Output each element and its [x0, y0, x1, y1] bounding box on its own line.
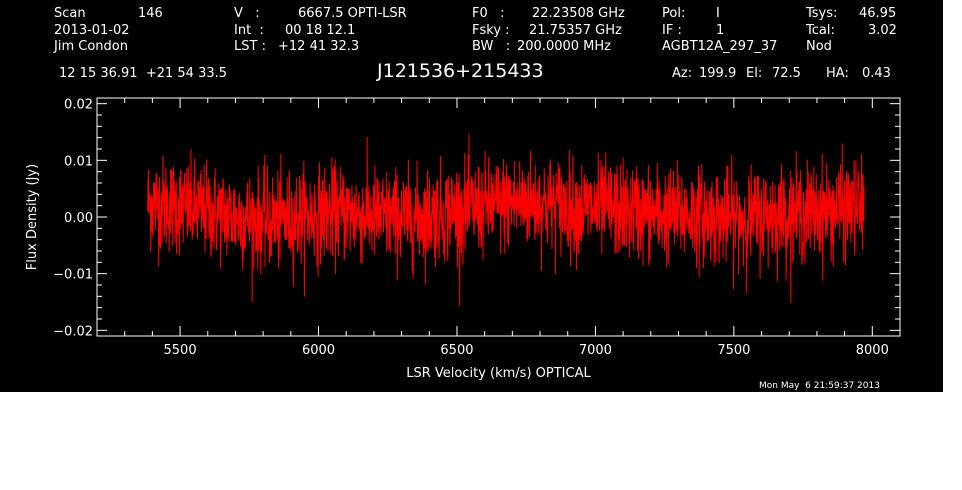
- y-tick-label: 0.02: [64, 98, 93, 113]
- source-coordinates: 12 15 36.91 +21 54 33.5: [59, 66, 228, 81]
- x-tick-label: 5500: [164, 343, 197, 358]
- observing-mode: Nod: [806, 39, 832, 54]
- elevation-label: El:: [746, 66, 763, 81]
- tsys-label: Tsys:: [806, 6, 838, 21]
- project-id: AGBT12A_297_37: [662, 39, 778, 54]
- series-layer: [147, 133, 865, 306]
- x-axis-label: LSR Velocity (km/s) OPTICAL: [406, 366, 591, 381]
- hour-angle-label: HA:: [826, 66, 849, 81]
- y-tick-label: 0.00: [64, 211, 93, 226]
- elevation-value: 72.5: [772, 66, 801, 81]
- spectrum-plot-window: Scan 146 V : 6667.5 OPTI-LSR F0 : 22.235…: [0, 0, 943, 392]
- integration-value: 00 18 12.1: [285, 23, 356, 38]
- y-tick-label: −0.01: [53, 268, 93, 283]
- tcal-label: Tcal:: [806, 23, 835, 38]
- scan-value: 146: [138, 6, 163, 21]
- x-tick-label: 6500: [440, 343, 473, 358]
- velocity-value: 6667.5 OPTI-LSR: [298, 6, 407, 21]
- source-name: J121536+215433: [377, 60, 544, 82]
- tsys-value: 46.95: [859, 6, 897, 21]
- lst-label: LST :: [234, 39, 266, 54]
- if-value: 1: [716, 23, 725, 38]
- x-tick-label: 8000: [856, 343, 889, 358]
- x-tick-label: 7000: [579, 343, 612, 358]
- spectrum-series-line: [147, 133, 865, 306]
- y-axis-label: Flux Density (Jy): [25, 164, 40, 270]
- y-tick-label: 0.01: [64, 154, 93, 169]
- azimuth-label: Az:: [672, 66, 693, 81]
- scan-label: Scan: [54, 6, 86, 21]
- azimuth-value: 199.9: [699, 66, 737, 81]
- lst-value: +12 41 32.3: [278, 39, 360, 54]
- pol-value: I: [716, 6, 720, 21]
- fsky-value: 21.75357 GHz: [529, 23, 622, 38]
- spectrum-chart: 5500 6000 6500 7000 7500 8000 −0.02 −0.01 0.00 0.…: [25, 97, 901, 381]
- bandwidth-value: 200.0000 MHz: [517, 39, 611, 54]
- integration-label: Int :: [234, 23, 264, 38]
- observation-date: 2013-01-02: [54, 23, 130, 38]
- plot-timestamp: Mon May 6 21:59:37 2013: [759, 381, 880, 391]
- bandwidth-label: BW :: [472, 39, 511, 54]
- y-tick-label: −0.02: [53, 324, 93, 339]
- if-label: IF :: [662, 23, 682, 38]
- pol-label: Pol:: [662, 6, 686, 21]
- axes-layer: 5500 6000 6500 7000 7500 8000 −0.02 −0.01 0.00 0.…: [53, 98, 901, 358]
- hour-angle-value: 0.43: [862, 66, 891, 81]
- f0-label: F0 :: [472, 6, 505, 21]
- observer-name: Jim Condon: [54, 39, 128, 54]
- tcal-value: 3.02: [868, 23, 897, 38]
- x-tick-label: 7500: [717, 343, 750, 358]
- f0-value: 22.23508 GHz: [532, 6, 625, 21]
- velocity-label: V :: [234, 6, 260, 21]
- fsky-label: Fsky :: [472, 23, 510, 38]
- x-tick-label: 6000: [302, 343, 335, 358]
